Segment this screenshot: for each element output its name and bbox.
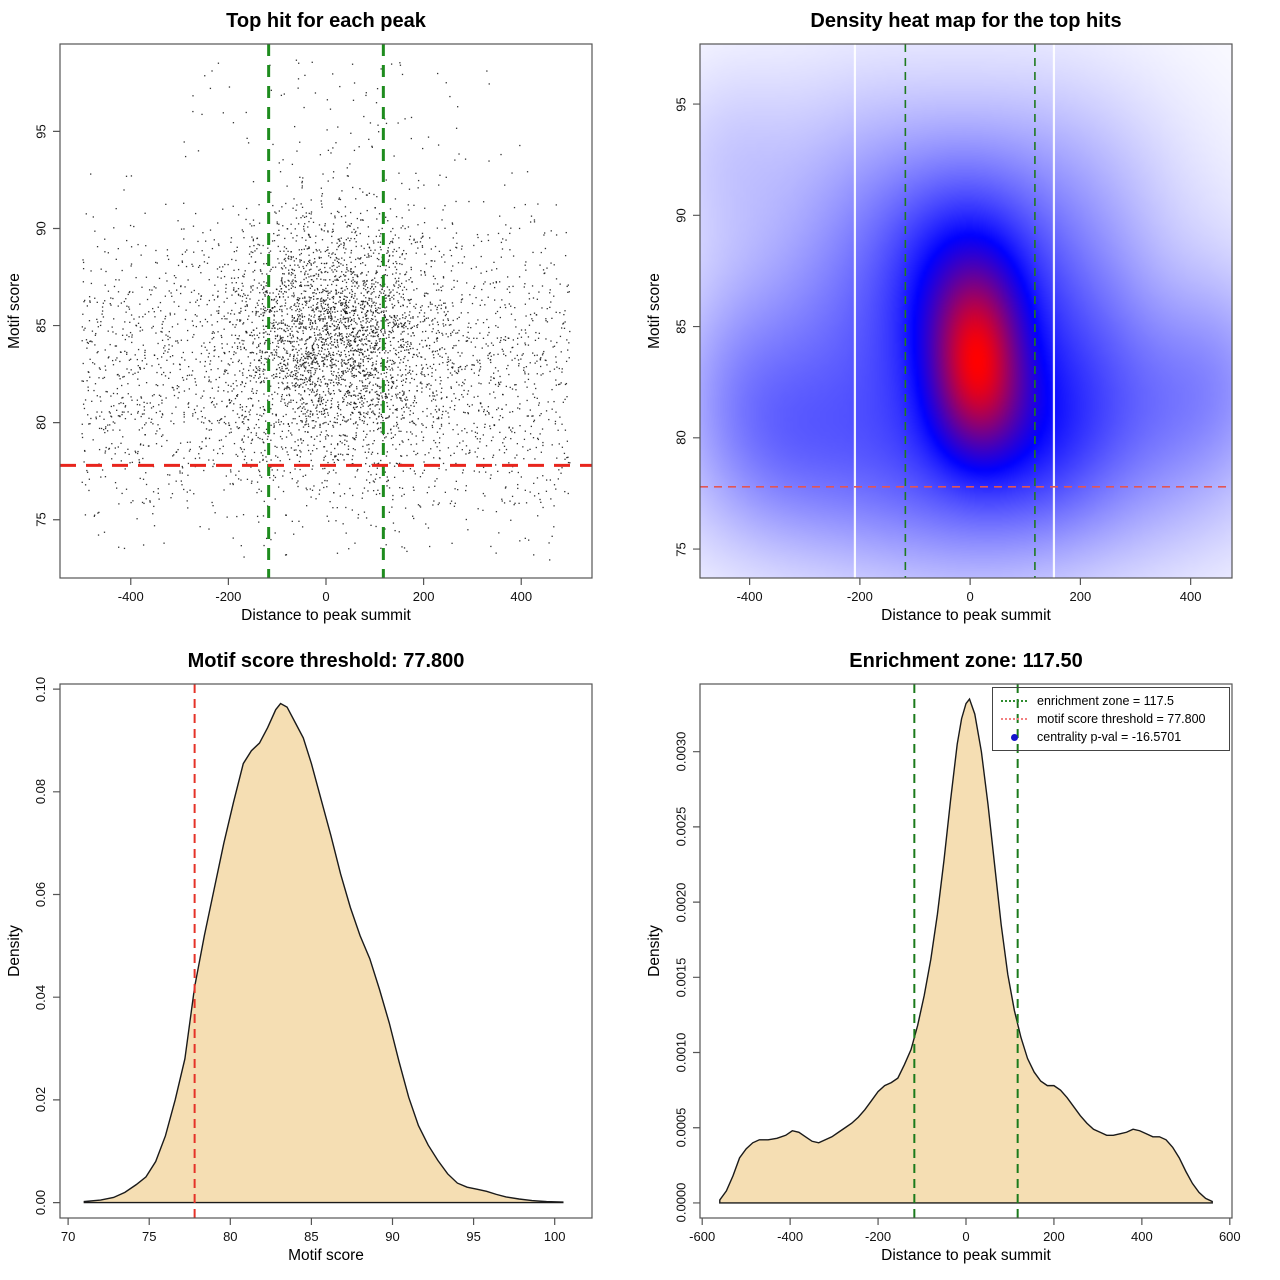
enrichment-zone-line-icon xyxy=(1001,700,1027,702)
chart-title: Density heat map for the top hits xyxy=(810,10,1122,32)
x-axis-label: Distance to peak summit xyxy=(881,607,1051,624)
distance-density-canvas xyxy=(640,640,1280,1280)
centrality-pval-dot-icon xyxy=(1001,733,1027,741)
panel-enrichment-zone-density: Enrichment zone: 117.50 Distance to peak… xyxy=(640,640,1280,1280)
legend-label: enrichment zone = 117.5 xyxy=(1037,694,1175,708)
x-tick-label: -200 xyxy=(215,589,242,604)
x-tick-label: -600 xyxy=(689,1229,716,1244)
legend-label: motif score threshold = 77.800 xyxy=(1037,712,1206,726)
x-tick-label: 400 xyxy=(510,589,533,604)
x-axis-label: Distance to peak summit xyxy=(881,1247,1051,1264)
x-tick-label: 400 xyxy=(1131,1229,1153,1244)
x-tick-label: 600 xyxy=(1218,1229,1241,1244)
scatter-plot-canvas xyxy=(0,0,640,640)
x-tick-label: 80 xyxy=(223,1229,238,1244)
x-tick-label: 90 xyxy=(385,1229,400,1244)
legend: enrichment zone = 117.5 motif score thre… xyxy=(992,687,1230,751)
x-tick-label: 95 xyxy=(466,1229,481,1244)
x-axis-label: Motif score xyxy=(288,1247,364,1264)
x-tick-label: 100 xyxy=(543,1229,566,1244)
x-tick-label: 0 xyxy=(966,589,974,604)
legend-item-motif-threshold: motif score threshold = 77.800 xyxy=(993,710,1229,728)
x-tick-label: 0 xyxy=(322,589,330,604)
x-tick-label: 70 xyxy=(60,1229,76,1244)
x-axis-label: Distance to peak summit xyxy=(241,607,411,624)
x-tick-label: -200 xyxy=(865,1229,892,1244)
x-tick-label: 75 xyxy=(141,1229,157,1244)
x-tick-label: -400 xyxy=(777,1229,804,1244)
x-tick-label: 0 xyxy=(962,1229,970,1244)
chart-title: Enrichment zone: 117.50 xyxy=(849,650,1083,672)
x-tick-label: 200 xyxy=(1069,589,1092,604)
chart-title: Top hit for each peak xyxy=(226,10,426,32)
panel-density-heatmap: Density heat map for the top hits Distan… xyxy=(640,0,1280,640)
panel-top-hit-scatter: Top hit for each peak Distance to peak s… xyxy=(0,0,640,640)
x-tick-label: -200 xyxy=(846,589,873,604)
x-tick-label: 200 xyxy=(1043,1229,1065,1244)
legend-item-centrality-pval: centrality p-val = -16.5701 xyxy=(993,728,1229,746)
legend-item-enrichment-zone: enrichment zone = 117.5 xyxy=(993,692,1229,710)
motif-threshold-line-icon xyxy=(1001,718,1027,720)
x-tick-label: -400 xyxy=(736,589,763,604)
chart-title: Motif score threshold: 77.800 xyxy=(187,650,465,672)
x-tick-label: 400 xyxy=(1179,589,1202,604)
x-tick-label: 85 xyxy=(304,1229,319,1244)
heatmap-canvas xyxy=(640,0,1280,640)
legend-label: centrality p-val = -16.5701 xyxy=(1037,730,1182,744)
x-tick-label: -400 xyxy=(117,589,144,604)
x-tick-label: 200 xyxy=(412,589,435,604)
panel-motif-score-density: Motif score threshold: 77.800 Motif scor… xyxy=(0,640,640,1280)
motif-density-canvas xyxy=(0,640,640,1280)
